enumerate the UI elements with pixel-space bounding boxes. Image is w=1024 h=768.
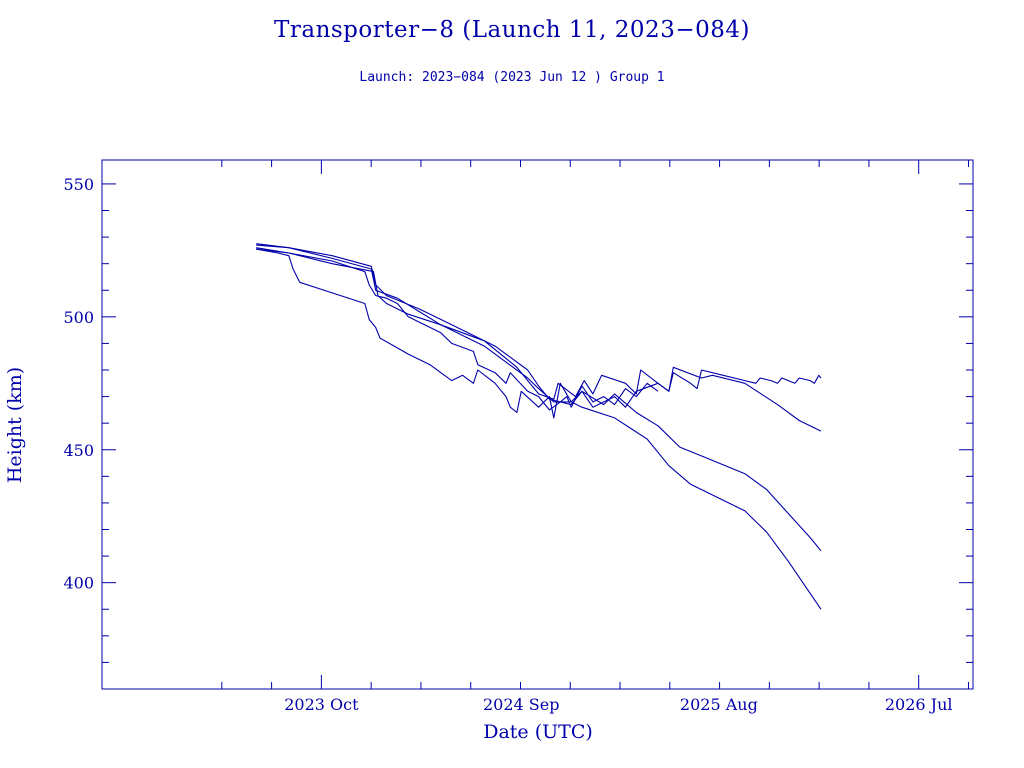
- y-tick-label: 500: [63, 308, 94, 327]
- series-line-object-2: [256, 248, 822, 610]
- series-line-object-4: [256, 248, 822, 419]
- x-tick-label: 2025 Aug: [680, 695, 758, 714]
- y-tick-label: 550: [63, 175, 94, 194]
- series-line-object-5: [256, 247, 659, 411]
- chart-subtitle: Launch: 2023−084 (2023 Jun 12 ) Group 1: [359, 70, 664, 85]
- x-axis-label: Date (UTC): [483, 721, 593, 743]
- plot-frame: [101, 159, 974, 690]
- y-axis-label: Height (km): [4, 367, 26, 483]
- y-tick-label: 400: [63, 574, 94, 593]
- x-tick-label: 2023 Oct: [284, 695, 359, 714]
- series-lines: [256, 243, 822, 610]
- x-tick-label: 2024 Sep: [483, 695, 559, 714]
- y-tick-label: 450: [63, 441, 94, 460]
- chart-title: Transporter−8 (Launch 11, 2023−084): [274, 17, 750, 43]
- ticks: 400 450 500 550 2023 Oct 2024 Sep 2025 Aug 2026…: [63, 160, 973, 714]
- x-tick-label: 2026 Jul: [885, 695, 953, 714]
- series-line-object-3: [256, 244, 822, 432]
